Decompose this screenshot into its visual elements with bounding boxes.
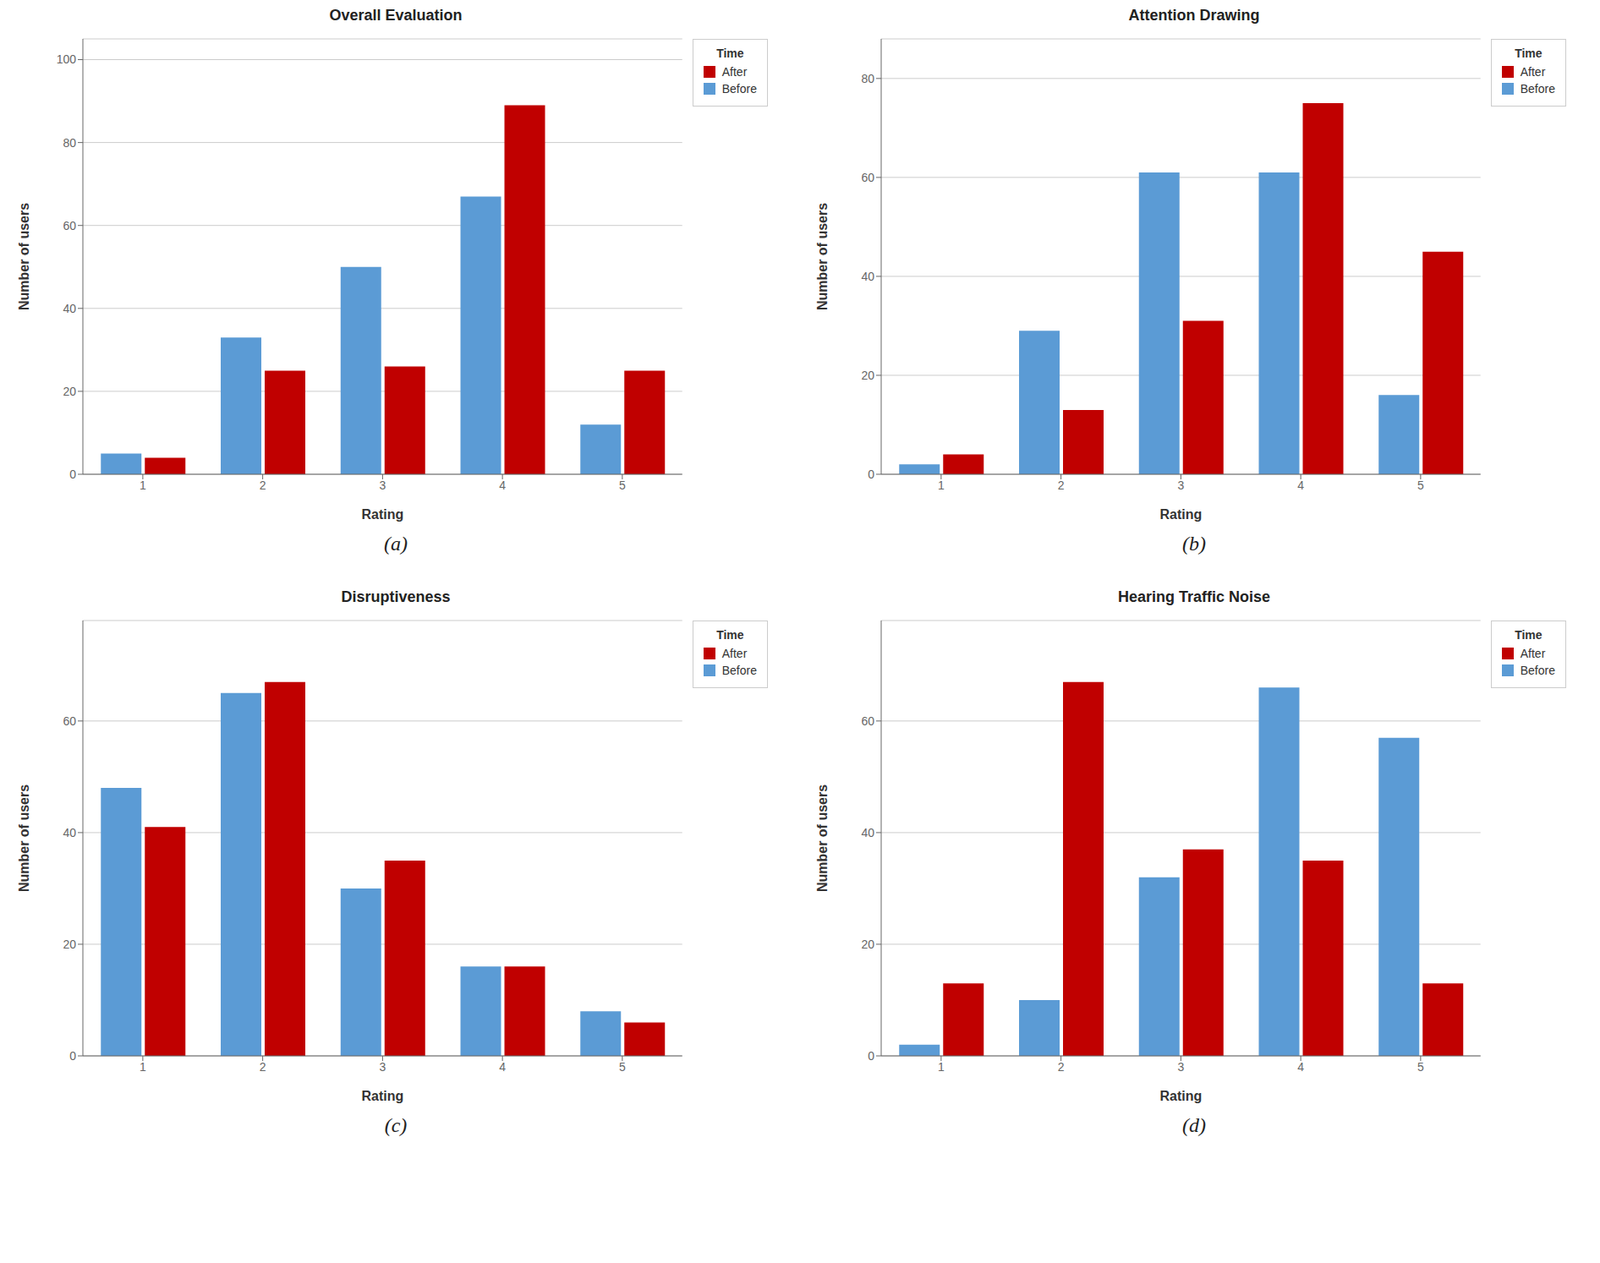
html-text:(b): (b)	[1182, 532, 1206, 555]
html-text:Time: Time	[716, 46, 744, 61]
svg-text:Rating: Rating	[361, 507, 404, 522]
svg-text:80: 80	[860, 71, 875, 86]
html-text:Time: Time	[1514, 46, 1543, 61]
svg-text:60: 60	[860, 714, 875, 729]
svg-text:Number of users: Number of users	[16, 202, 32, 311]
svg-text:2: 2	[1057, 478, 1065, 493]
svg-text:1: 1	[937, 1060, 945, 1074]
svg-text:60: 60	[62, 219, 77, 233]
svg-text:60: 60	[860, 170, 875, 185]
svg-text:20: 20	[860, 368, 875, 383]
svg-text:0: 0	[69, 467, 77, 482]
svg-text:3: 3	[1177, 478, 1184, 493]
svg-text:80: 80	[62, 136, 77, 150]
svg-text:Rating: Rating	[1159, 507, 1202, 522]
svg-text:60: 60	[62, 714, 77, 729]
svg-text:0: 0	[69, 1049, 77, 1064]
svg-text:40: 40	[62, 301, 77, 316]
svg-text:20: 20	[860, 937, 875, 952]
html-text:Overall Evaluation: Overall Evaluation	[329, 6, 463, 24]
svg-text:4: 4	[498, 1060, 506, 1074]
svg-text:1: 1	[139, 1060, 147, 1074]
html-text:After: After	[722, 646, 747, 661]
svg-text:4: 4	[1297, 478, 1305, 493]
svg-text:0: 0	[867, 467, 875, 482]
html-text:Before: Before	[722, 663, 757, 678]
html-text:After: After	[1520, 646, 1546, 661]
svg-text:3: 3	[1177, 1060, 1184, 1074]
html-text:(a): (a)	[383, 532, 408, 555]
svg-text:Number of users: Number of users	[815, 784, 830, 893]
html-text:(c): (c)	[384, 1114, 408, 1137]
html-text:Before: Before	[722, 82, 757, 96]
svg-text:1: 1	[937, 478, 945, 493]
svg-text:5: 5	[619, 478, 626, 493]
svg-text:4: 4	[498, 478, 506, 493]
svg-text:40: 40	[62, 826, 77, 840]
svg-text:20: 20	[62, 937, 77, 952]
html-text:Hearing Traffic Noise: Hearing Traffic Noise	[1117, 588, 1271, 606]
svg-text:0: 0	[867, 1049, 875, 1064]
html-text:Before: Before	[1520, 663, 1556, 678]
svg-text:5: 5	[1417, 1060, 1425, 1074]
svg-text:Number of users: Number of users	[16, 784, 32, 893]
svg-text:3: 3	[378, 478, 386, 493]
svg-text:40: 40	[860, 826, 875, 840]
svg-text:Rating: Rating	[1159, 1089, 1202, 1104]
svg-text:Number of users: Number of users	[815, 202, 830, 311]
html-text:Attention Drawing: Attention Drawing	[1128, 6, 1260, 24]
svg-text:1: 1	[139, 478, 147, 493]
html-text:After: After	[722, 65, 747, 79]
svg-text:40: 40	[860, 269, 875, 284]
html-text:Disruptiveness: Disruptiveness	[341, 588, 451, 606]
svg-text:20: 20	[62, 384, 77, 399]
svg-text:100: 100	[56, 52, 77, 66]
html-text:Time: Time	[1514, 628, 1543, 642]
svg-text:3: 3	[378, 1060, 386, 1074]
html-text:Before: Before	[1520, 82, 1556, 96]
svg-text:2: 2	[259, 1060, 267, 1074]
html-text:After: After	[1520, 65, 1546, 79]
svg-text:4: 4	[1297, 1060, 1305, 1074]
svg-text:5: 5	[619, 1060, 626, 1074]
svg-text:5: 5	[1417, 478, 1425, 493]
svg-text:Rating: Rating	[361, 1089, 404, 1104]
html-text:Time: Time	[716, 628, 744, 642]
svg-text:2: 2	[259, 478, 267, 493]
html-text:(d): (d)	[1182, 1114, 1206, 1137]
svg-text:2: 2	[1057, 1060, 1065, 1074]
